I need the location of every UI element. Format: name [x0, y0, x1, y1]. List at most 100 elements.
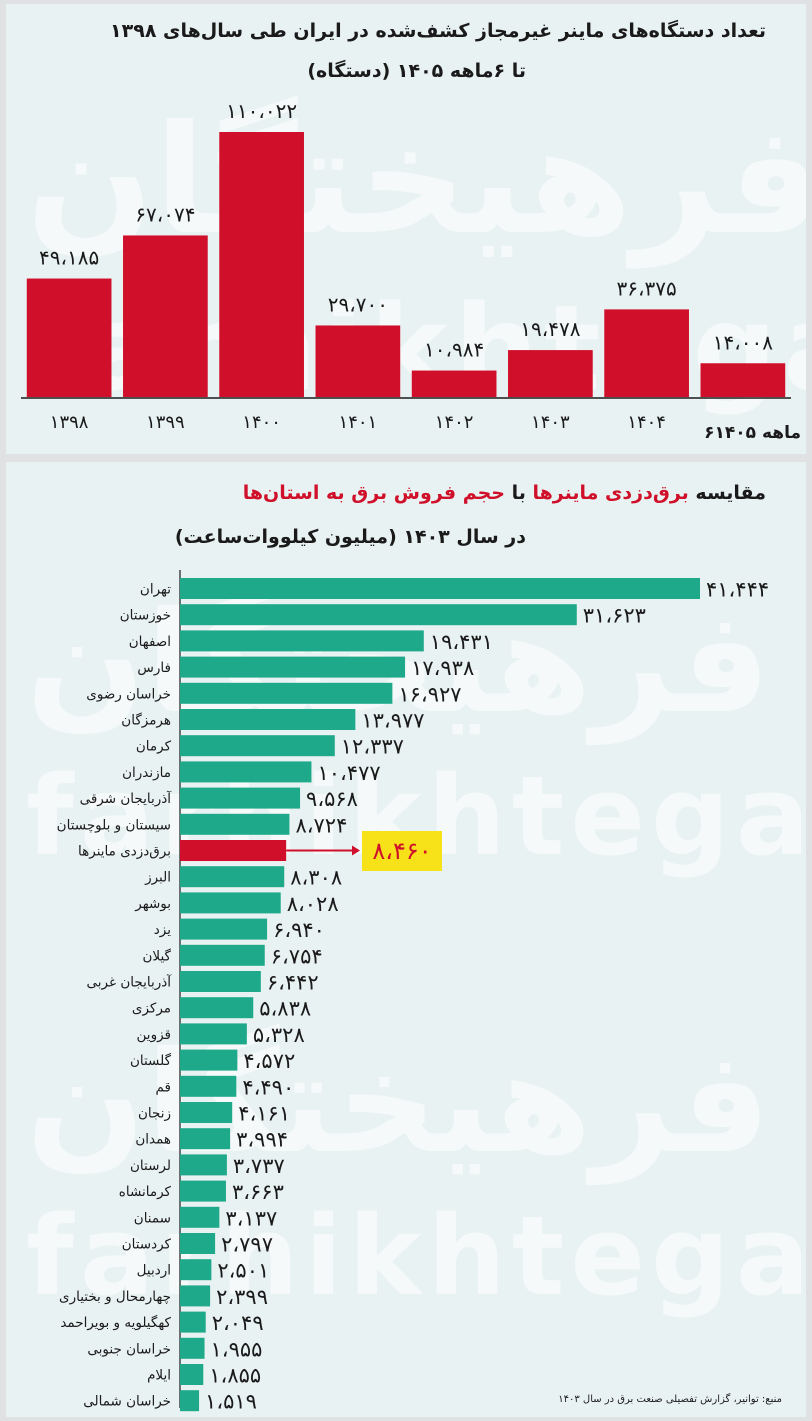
chart-subtitle-2: در سال ۱۴۰۳ (میلیون کیلووات‌ساعت) [174, 526, 526, 548]
bar-14 [180, 944, 265, 966]
bar-15 [180, 971, 261, 992]
category-label-4: خراسان رضوی [86, 686, 171, 702]
chart-title: تعداد دستگاه‌های ماینر غیرمجاز کشف‌شده د… [110, 20, 766, 42]
x-tick-label-4: ۱۴۰۲ [435, 412, 474, 433]
bar-29 [180, 1337, 205, 1359]
category-label-17: قزوین [137, 1027, 171, 1043]
title-part-2: برق‌دزدی ماینرها [532, 482, 689, 504]
bar-value-label-27: ۲،۳۹۹ [216, 1285, 268, 1309]
category-label-0: تهران [140, 582, 171, 598]
bar-value-label-13: ۶،۹۴۰ [273, 918, 325, 942]
bar-2 [180, 630, 424, 652]
bar-value-label-29: ۱،۹۵۵ [211, 1337, 263, 1361]
bar-value-label-16: ۵،۸۳۸ [259, 997, 311, 1021]
x-tick-label-3: ۱۴۰۱ [339, 412, 378, 433]
bar-value-label-26: ۲،۵۰۱ [217, 1259, 269, 1283]
bar-value-label-15: ۶،۴۴۲ [267, 971, 319, 995]
bar-value-label-8: ۹،۵۶۸ [306, 787, 358, 811]
bar-20 [180, 1102, 233, 1123]
title-part-3: با [504, 482, 533, 504]
bar-value-label-25: ۲،۷۹۷ [221, 1233, 273, 1257]
bar-value-label-6: ۱۲،۳۳۷ [341, 735, 404, 759]
category-label-27: چهارمحال و بختیاری [59, 1289, 171, 1305]
bar-27 [180, 1285, 211, 1307]
chart-subtitle: تا ۶ماهه ۱۴۰۵ (دستگاه) [307, 60, 526, 82]
bar-22 [180, 1154, 227, 1176]
category-label-31: خراسان شمالی [83, 1394, 171, 1410]
source-note: منبع: توانیر، گزارش تفصیلی صنعت برق در س… [558, 1394, 782, 1405]
bar-3 [180, 656, 406, 678]
bar-value-label-17: ۵،۳۲۸ [253, 1023, 305, 1047]
category-label-6: کرمان [136, 739, 172, 755]
miners-bar-chart: ۴۹،۱۸۵ ۱۳۹۸ ۶۷،۰۷۴ ۱۳۹۹ ۱۱۰،۰۲۲ ۱۴۰۰ ۲۹،۷۰۰ ۱۴۰… [21, 99, 801, 443]
bar-28 [180, 1311, 206, 1333]
bar-30 [180, 1364, 204, 1385]
bar-2 [219, 132, 304, 397]
bar-7 [700, 363, 786, 397]
bar-value-label-14: ۶،۷۵۴ [271, 944, 323, 968]
miners-chart-panel: فرهیختگان farhikhtegan تعداد دستگاه‌های … [6, 4, 806, 454]
bar-18 [180, 1049, 238, 1071]
bar-value-label-2: ۱۱۰،۰۲۲ [226, 99, 297, 123]
bar-31 [180, 1390, 200, 1412]
bar-value-label-7: ۱۰،۴۷۷ [317, 761, 380, 785]
bar-17 [180, 1023, 247, 1045]
bar-8 [180, 787, 301, 809]
bar-6 [180, 735, 335, 757]
x-tick-label-1: ۱۳۹۹ [146, 412, 185, 433]
category-label-30: ایلام [147, 1368, 171, 1384]
bar-value-label-1: ۶۷،۰۷۴ [135, 202, 195, 226]
electricity-bar-chart: تهران ۴۱،۴۴۴ خوزستان ۳۱،۶۲۳ اصفهان ۱۹،۴۳۱ فارس… [57, 570, 769, 1414]
bar-value-label-28: ۲،۰۴۹ [212, 1311, 264, 1335]
bar-25 [180, 1233, 216, 1254]
category-label-23: کرمانشاه [119, 1184, 172, 1200]
category-label-29: خراسان جنوبی [87, 1341, 171, 1357]
bar-10 [180, 840, 287, 861]
bar-4 [411, 370, 497, 397]
bar-9 [180, 813, 290, 835]
category-label-14: گیلان [143, 947, 172, 964]
bar-value-label-31: ۱،۵۱۹ [205, 1390, 257, 1414]
bar-1 [123, 235, 208, 397]
bar-value-label-6: ۳۶،۳۷۵ [617, 276, 677, 300]
bar-value-label-2: ۱۹،۴۳۱ [430, 630, 493, 654]
bar-value-label-0: ۴۹،۱۸۵ [39, 246, 99, 270]
category-label-25: کردستان [122, 1237, 172, 1253]
x-tick-label-6: ۱۴۰۴ [627, 412, 666, 433]
highlight-arrow-head [352, 845, 360, 856]
category-label-1: خوزستان [120, 608, 171, 624]
x-tick-label-7: ۶ماهه ۱۴۰۵ [704, 423, 801, 443]
bar-24 [180, 1206, 220, 1228]
bar-value-label-24: ۳،۱۳۷ [225, 1206, 277, 1230]
category-label-3: فارس [137, 660, 171, 676]
chart-title-2: مقایسه برق‌دزدی ماینرها با حجم فروش برق … [6, 482, 766, 504]
category-label-20: زنجان [138, 1106, 171, 1122]
category-label-10: برق‌دزدی ماینرها [78, 844, 171, 860]
bar-value-label-22: ۳،۷۳۷ [233, 1154, 285, 1178]
bar-value-label-4: ۱۶،۹۲۷ [398, 682, 461, 706]
bar-value-label-19: ۴،۴۹۰ [242, 1075, 294, 1099]
bar-value-label-9: ۸،۷۲۴ [295, 813, 347, 837]
bar-value-label-3: ۱۷،۹۳۸ [411, 656, 474, 680]
bar-12 [180, 892, 281, 914]
category-label-21: همدان [135, 1132, 171, 1148]
category-label-18: گلستان [130, 1052, 172, 1069]
x-tick-label-2: ۱۴۰۰ [242, 412, 281, 433]
category-label-19: قم [156, 1079, 171, 1095]
bar-value-label-23: ۳،۶۶۳ [232, 1180, 284, 1204]
category-label-22: لرستان [130, 1158, 171, 1174]
bar-16 [180, 997, 254, 1019]
bar-value-label-30: ۱،۸۵۵ [209, 1364, 261, 1388]
bar-26 [180, 1259, 212, 1281]
category-label-24: سمنان [134, 1210, 171, 1226]
highlight-label-box [362, 831, 442, 871]
category-label-11: البرز [144, 870, 171, 886]
bar-23 [180, 1180, 226, 1202]
category-label-8: آذربایجان شرقی [80, 790, 173, 807]
category-label-2: اصفهان [129, 634, 171, 650]
bar-value-label-3: ۲۹،۷۰۰ [328, 292, 388, 316]
bar-5 [180, 709, 356, 730]
bar-value-label-4: ۱۰،۹۸۴ [424, 338, 484, 362]
bar-0 [26, 278, 112, 397]
bar-6 [604, 309, 689, 397]
